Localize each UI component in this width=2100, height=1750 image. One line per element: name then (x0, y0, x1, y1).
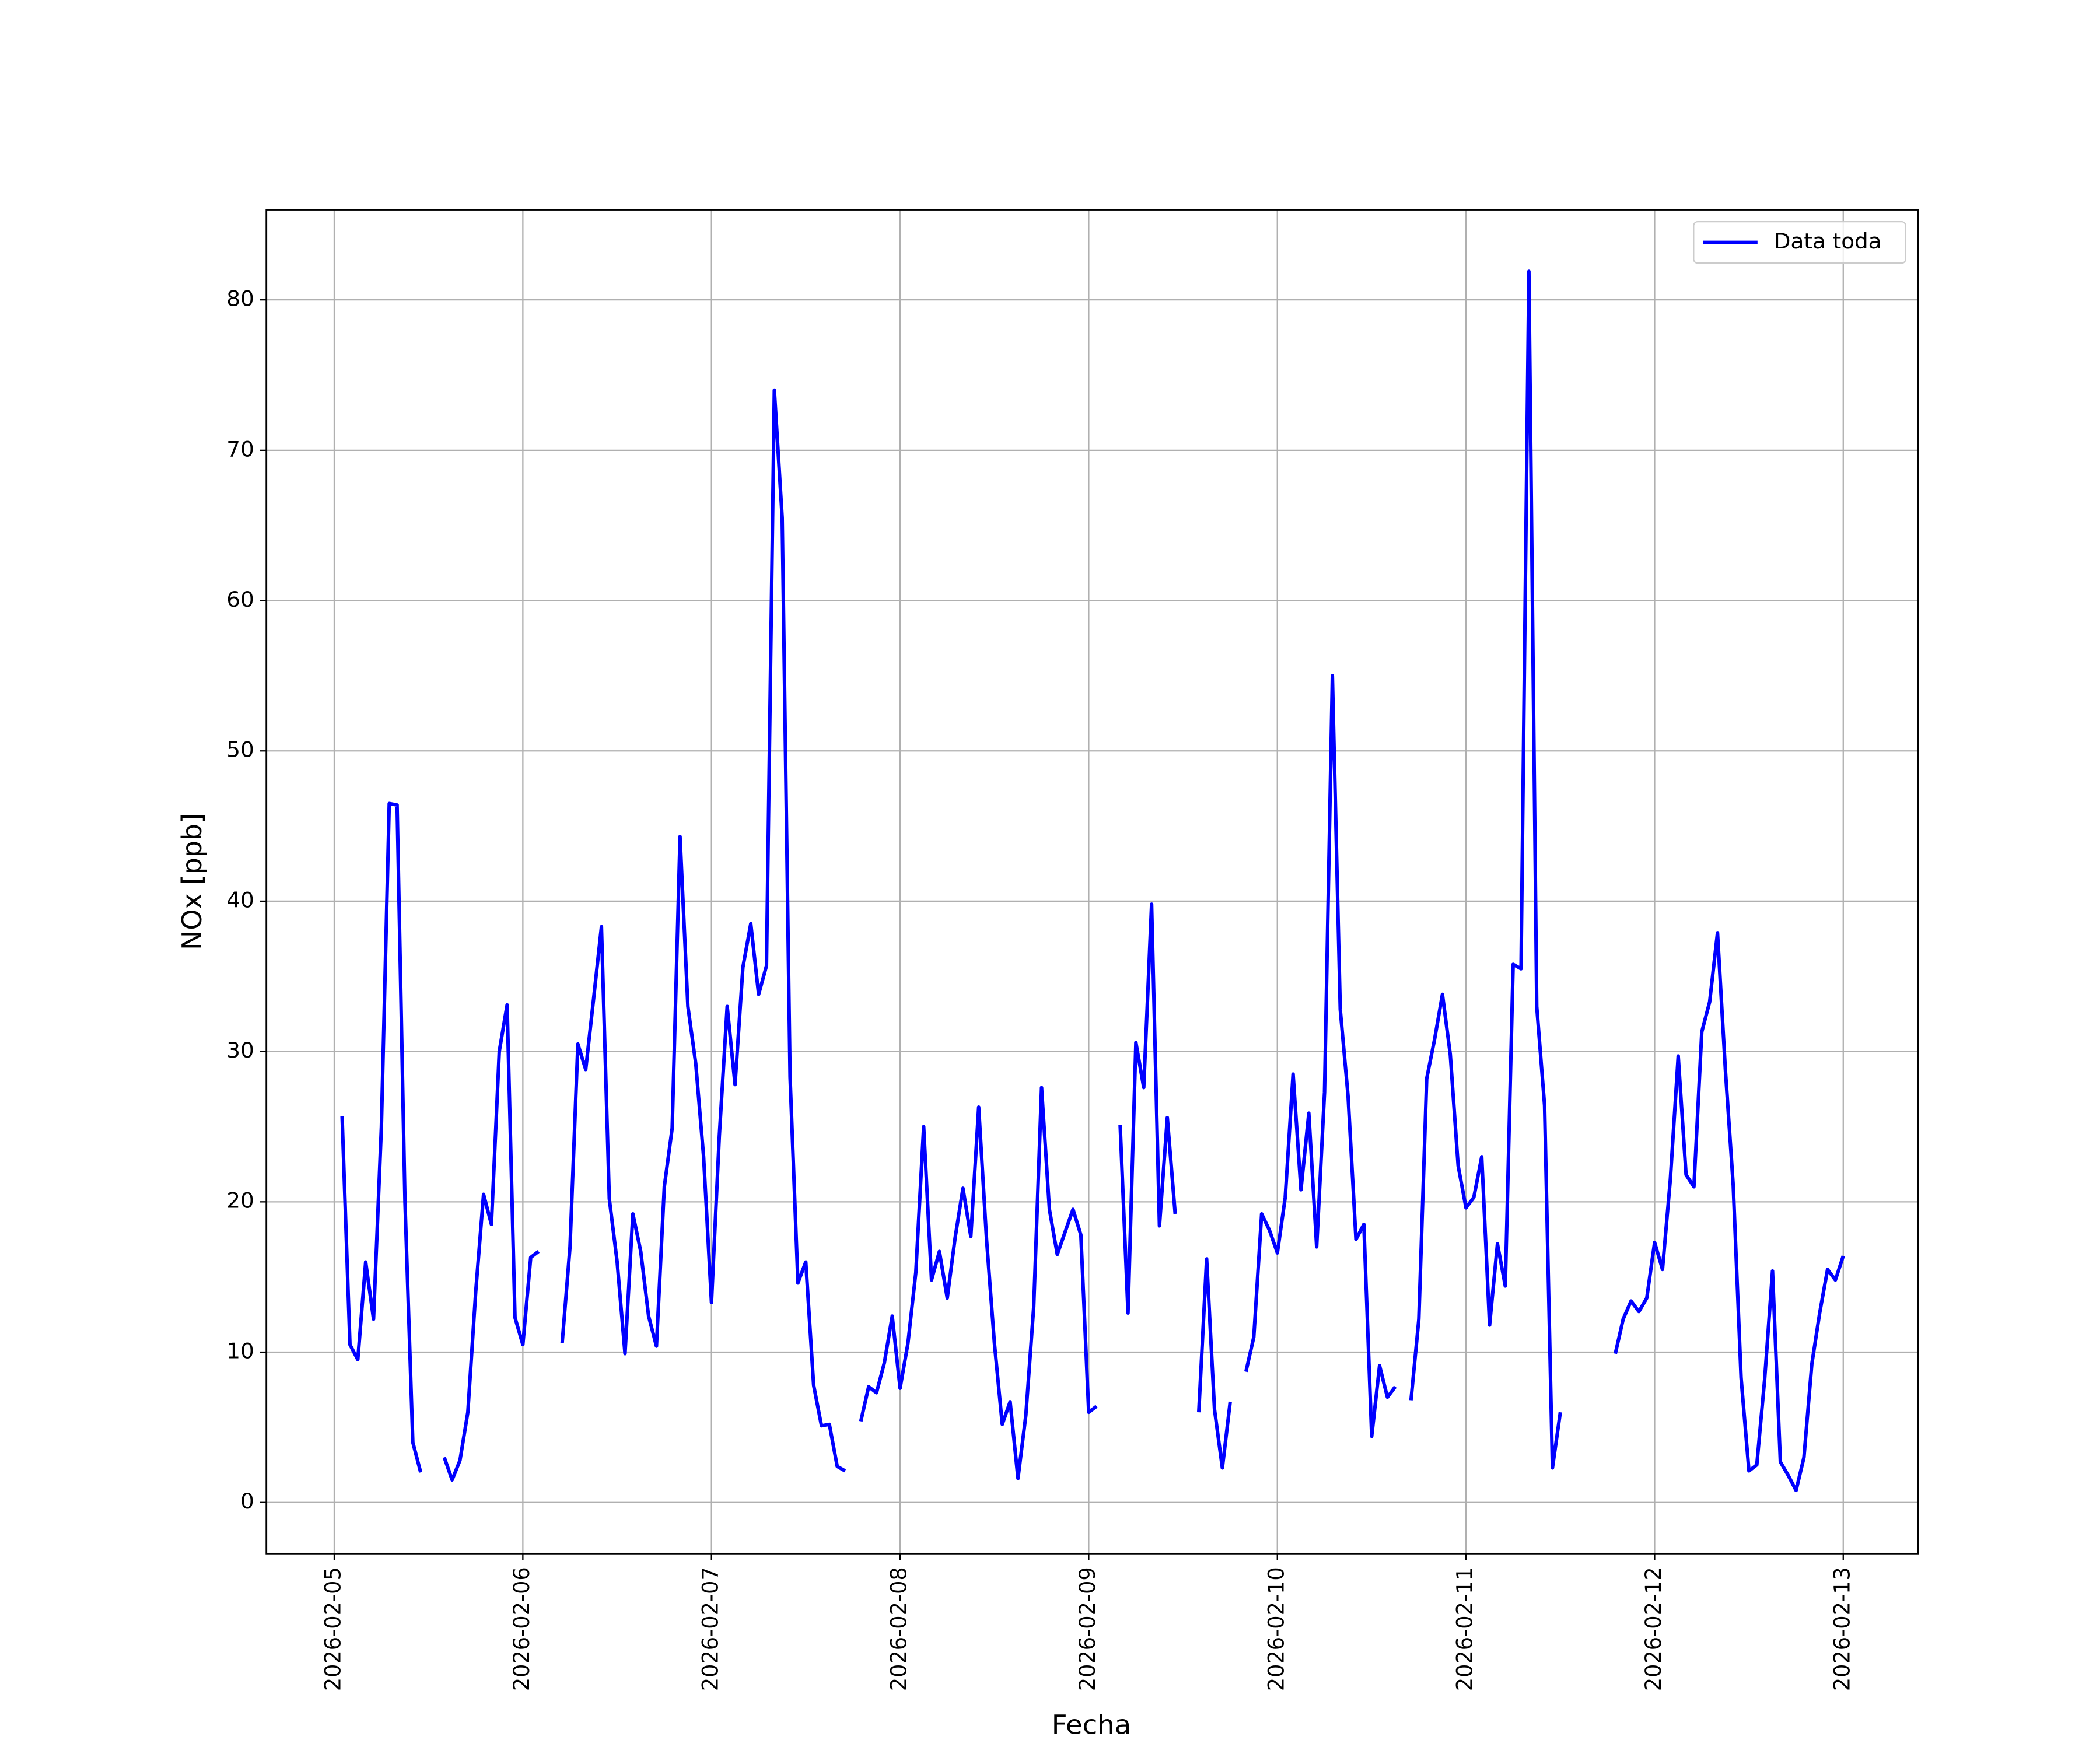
legend-label: Data toda (1774, 229, 1882, 254)
y-tick-label: 40 (226, 888, 254, 913)
x-axis-label: Fecha (1052, 1709, 1132, 1741)
x-tick-label: 2026-02-06 (509, 1567, 534, 1691)
plot-area (340, 270, 1845, 1493)
x-tick-label: 2026-02-10 (1264, 1567, 1289, 1691)
y-tick-label: 70 (226, 437, 254, 462)
y-axis-label: NOx [ppb] (176, 813, 207, 950)
y-tick-label: 10 (226, 1339, 254, 1364)
ticks: 2026-02-05 2026-02-06 2026-02-07 2026-02-08… (226, 286, 1854, 1691)
legend-box (1693, 221, 1906, 264)
y-tick-label: 30 (226, 1038, 254, 1063)
legend: Data toda (1693, 221, 1906, 264)
data-line (340, 270, 1845, 1493)
y-tick-label: 80 (226, 286, 254, 312)
x-tick-label: 2026-02-07 (698, 1567, 723, 1691)
x-tick-label: 2026-02-09 (1075, 1567, 1100, 1691)
x-tick-label: 2026-02-08 (886, 1567, 911, 1691)
axes-frame (265, 209, 1919, 1555)
y-tick-label: 50 (226, 737, 254, 762)
y-tick-label: 60 (226, 587, 254, 612)
x-tick-label: 2026-02-13 (1829, 1567, 1854, 1691)
y-tick-label: 0 (240, 1489, 254, 1514)
grid (266, 209, 1918, 1554)
y-tick-label: 20 (226, 1188, 254, 1213)
x-tick-label: 2026-02-12 (1641, 1567, 1666, 1691)
x-tick-label: 2026-02-05 (320, 1567, 345, 1691)
x-tick-label: 2026-02-11 (1452, 1567, 1477, 1691)
